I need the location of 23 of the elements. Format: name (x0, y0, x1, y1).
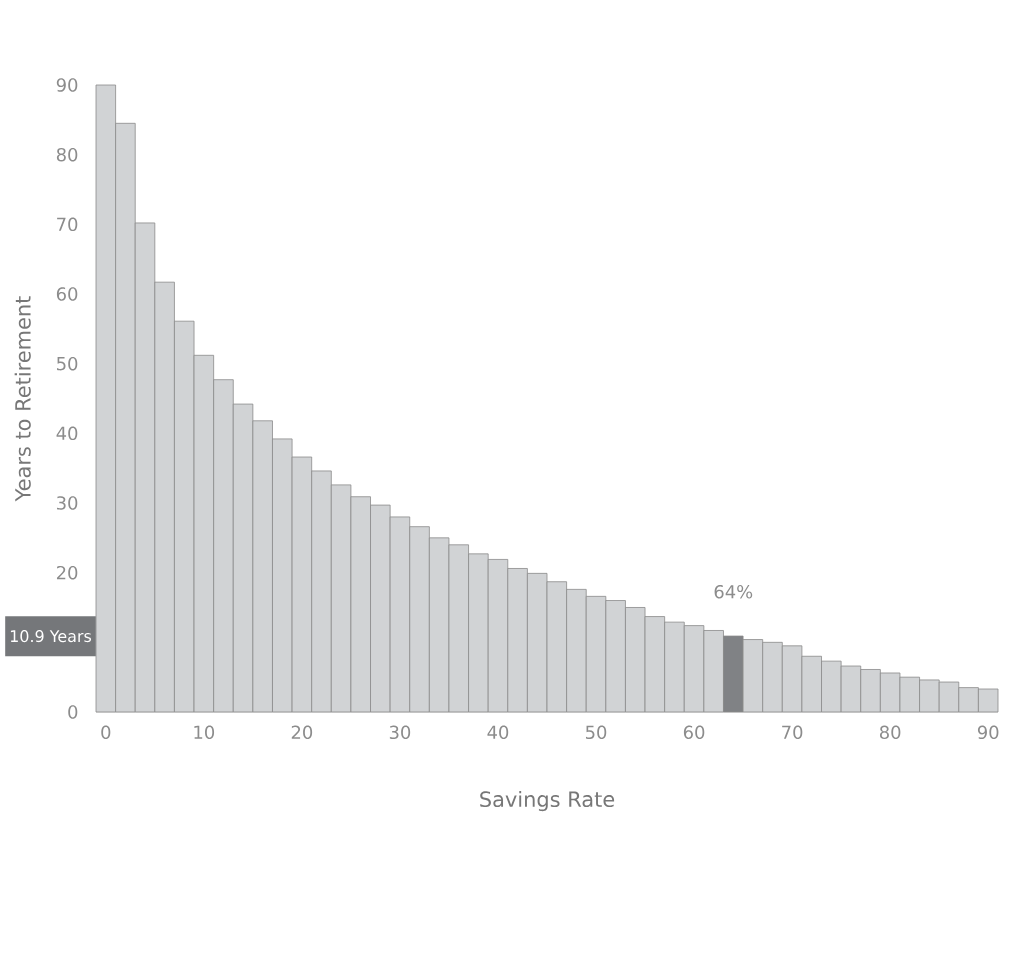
y-tick-label: 50 (57, 356, 78, 371)
x-tick-label: 10 (194, 725, 215, 740)
x-tick-label: 30 (389, 725, 411, 740)
x-tick-label: 70 (782, 725, 803, 740)
y-tick-label: 0 (68, 705, 78, 719)
y-tick-label: 60 (56, 287, 78, 301)
x-axis-title: Savings Rate (480, 790, 615, 812)
x-tick-label: 90 (977, 725, 999, 740)
y-tick-label: 80 (56, 147, 78, 162)
x-tick-label: 20 (291, 725, 313, 740)
x-tick-label: 80 (879, 725, 901, 740)
y-tick-label: 70 (57, 217, 78, 232)
y-tick-label: 40 (56, 426, 78, 441)
text: 10.9 Years (10, 630, 92, 643)
x-tick-label: 40 (487, 725, 509, 740)
y-axis-title: Years to Retirement (14, 296, 31, 502)
x-tick-label: 50 (586, 725, 607, 740)
y-tick-label: 90 (56, 78, 78, 92)
y-tick-label: 30 (57, 496, 78, 510)
x-tick-label: 0 (101, 725, 111, 740)
x-tick-label: 60 (683, 725, 705, 740)
annotation: 64% (714, 584, 753, 599)
y-tick-label: 20 (56, 565, 78, 580)
